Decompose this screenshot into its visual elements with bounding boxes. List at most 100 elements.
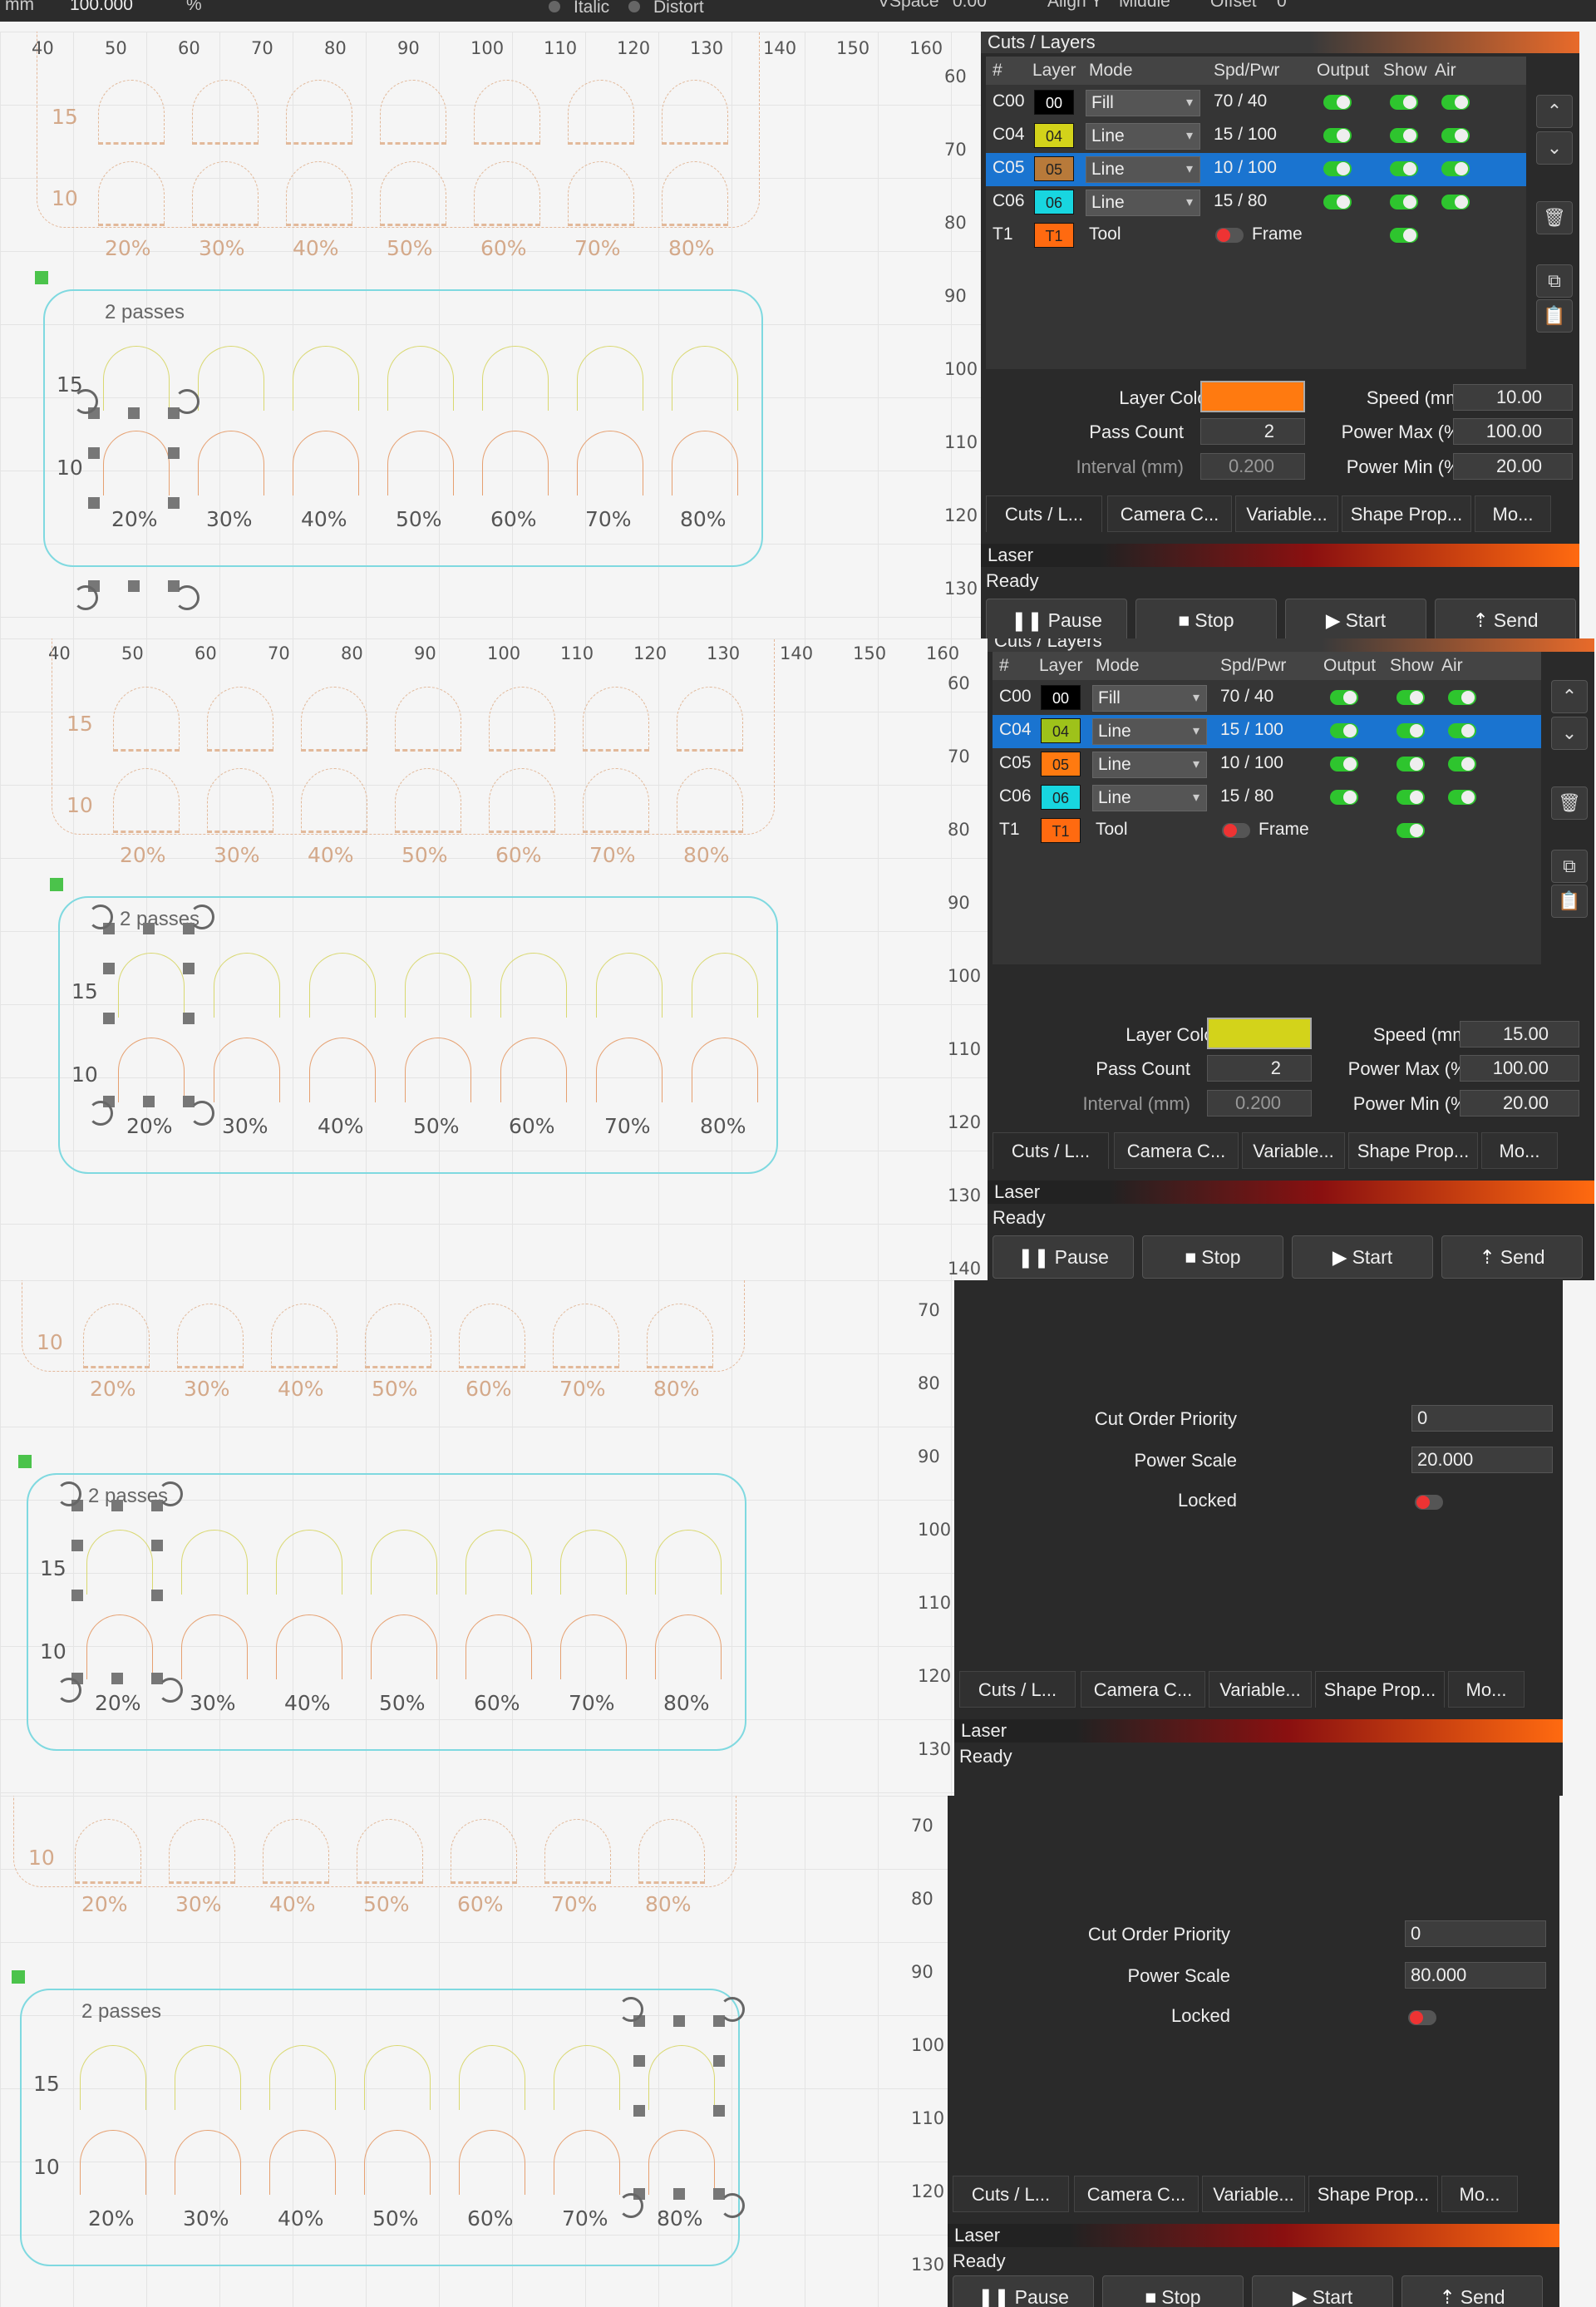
pause-button[interactable]: ❚❚ Pause: [953, 2275, 1094, 2307]
tool-color-swatch[interactable]: T1: [1041, 818, 1081, 843]
show-toggle[interactable]: [1396, 690, 1425, 705]
selection-handle[interactable]: [183, 963, 195, 974]
italic-toggle[interactable]: [549, 1, 560, 12]
output-toggle[interactable]: [1323, 195, 1352, 210]
faded-group[interactable]: [22, 1280, 745, 1372]
power_min-input[interactable]: 20.00: [1460, 1090, 1579, 1117]
selection-handle[interactable]: [143, 923, 155, 934]
cut-order-input[interactable]: 0: [1405, 1920, 1546, 1947]
cell-15pct[interactable]: [405, 953, 471, 1018]
speed-input[interactable]: 15.00: [1460, 1021, 1579, 1048]
down-arrow-icon[interactable]: ⌄: [1536, 131, 1573, 165]
air-toggle[interactable]: [1441, 195, 1470, 210]
layer-row[interactable]: C00 00 Fill 70 / 40: [986, 86, 1526, 120]
cell-15pct[interactable]: [309, 953, 376, 1018]
cell-15pct[interactable]: [371, 1530, 437, 1595]
tab-4[interactable]: Mo...: [1448, 1671, 1525, 1708]
tab-0[interactable]: Cuts / L...: [959, 1671, 1076, 1708]
selection-handle[interactable]: [103, 963, 115, 974]
cell-15pct[interactable]: [648, 2045, 715, 2110]
mode-select[interactable]: Fill: [1086, 90, 1200, 116]
trash-icon[interactable]: 🗑: [1536, 201, 1573, 234]
layer-color-swatch[interactable]: 04: [1034, 123, 1074, 148]
send-button[interactable]: ⇡ Send: [1441, 1235, 1583, 1279]
cell-10pct[interactable]: [371, 1614, 437, 1679]
up-arrow-icon[interactable]: ⌃: [1536, 95, 1573, 128]
layer-row[interactable]: C04 04 Line 15 / 100: [986, 120, 1526, 153]
air-toggle[interactable]: [1448, 757, 1476, 771]
cell-10pct[interactable]: [648, 2130, 715, 2195]
stop-button[interactable]: ■ Stop: [1135, 599, 1277, 638]
pause-button[interactable]: ❚❚ Pause: [993, 1235, 1134, 1279]
tool-row[interactable]: T1 T1 Tool Frame: [993, 815, 1541, 848]
cell-15pct[interactable]: [276, 1530, 342, 1595]
selection-handle[interactable]: [143, 1096, 155, 1107]
power_max-input[interactable]: 100.00: [1460, 1055, 1579, 1082]
output-toggle[interactable]: [1330, 723, 1358, 738]
output-toggle[interactable]: [1330, 757, 1358, 771]
tab-1[interactable]: Camera C...: [1114, 1132, 1239, 1169]
selection-handle[interactable]: [151, 1590, 163, 1601]
layer-color-swatch[interactable]: 06: [1041, 785, 1081, 810]
tab-4[interactable]: Mo...: [1481, 1132, 1558, 1169]
cell-10pct[interactable]: [560, 1614, 627, 1679]
cell-10pct[interactable]: [577, 431, 643, 495]
cell-15pct[interactable]: [692, 953, 758, 1018]
interval-input[interactable]: 0.200: [1207, 1090, 1312, 1117]
layer-color-swatch[interactable]: 06: [1034, 190, 1074, 214]
mode-select[interactable]: Line: [1092, 785, 1207, 811]
rotate-handle-icon[interactable]: [73, 389, 98, 414]
tab-4[interactable]: Mo...: [1441, 2176, 1518, 2212]
cell-10pct[interactable]: [103, 431, 170, 495]
tab-0[interactable]: Cuts / L...: [993, 1132, 1109, 1169]
cell-15pct[interactable]: [86, 1530, 153, 1595]
cell-15pct[interactable]: [118, 953, 185, 1018]
cell-15pct[interactable]: [655, 1530, 722, 1595]
pause-button[interactable]: ❚❚ Pause: [986, 599, 1127, 638]
layer-row[interactable]: C04 04 Line 15 / 100: [993, 715, 1541, 748]
selection-handle[interactable]: [673, 2015, 685, 2027]
cell-15pct[interactable]: [181, 1530, 248, 1595]
tab-1[interactable]: Camera C...: [1081, 1671, 1205, 1708]
paste-icon[interactable]: 📋: [1536, 299, 1573, 333]
power_max-input[interactable]: 100.00: [1453, 418, 1573, 445]
air-toggle[interactable]: [1441, 161, 1470, 176]
show-toggle[interactable]: [1390, 161, 1418, 176]
layer-color-picker[interactable]: [1200, 381, 1305, 412]
output-toggle[interactable]: [1323, 128, 1352, 143]
mode-select[interactable]: Line: [1086, 190, 1200, 216]
cell-10pct[interactable]: [596, 1038, 663, 1102]
cell-10pct[interactable]: [466, 1614, 532, 1679]
selection-handle[interactable]: [103, 1013, 115, 1024]
rotate-handle-icon[interactable]: [158, 1678, 183, 1703]
rotate-handle-icon[interactable]: [73, 585, 98, 610]
cell-15pct[interactable]: [293, 346, 359, 411]
cell-10pct[interactable]: [175, 2130, 241, 2195]
frame-toggle[interactable]: [1215, 228, 1244, 243]
vspace-input[interactable]: 0.00: [953, 0, 987, 11]
cell-10pct[interactable]: [269, 2130, 336, 2195]
tab-1[interactable]: Camera C...: [1107, 495, 1232, 532]
cell-10pct[interactable]: [293, 431, 359, 495]
locked-toggle[interactable]: [1415, 1495, 1443, 1510]
down-arrow-icon[interactable]: ⌄: [1551, 717, 1588, 750]
design-canvas[interactable]: 40 50 60 70 80 90 100 110 120 130 140 150 160 60 70 80 9…: [0, 638, 988, 1280]
speed-input[interactable]: 10.00: [1453, 384, 1573, 411]
rotate-handle-icon[interactable]: [190, 1101, 214, 1126]
cell-15pct[interactable]: [560, 1530, 627, 1595]
cell-15pct[interactable]: [596, 953, 663, 1018]
tab-0[interactable]: Cuts / L...: [986, 495, 1102, 532]
rotate-handle-icon[interactable]: [618, 2193, 643, 2218]
selection-handle[interactable]: [88, 497, 100, 509]
selection-handle[interactable]: [168, 407, 180, 419]
cell-10pct[interactable]: [80, 2130, 146, 2195]
air-toggle[interactable]: [1448, 690, 1476, 705]
air-toggle[interactable]: [1448, 723, 1476, 738]
cell-10pct[interactable]: [276, 1614, 342, 1679]
selection-handle[interactable]: [71, 1540, 83, 1551]
unit-select[interactable]: mm: [5, 0, 34, 14]
copy-icon[interactable]: ⧉: [1536, 264, 1573, 298]
selection-handle[interactable]: [183, 1013, 195, 1024]
rotate-handle-icon[interactable]: [720, 1997, 745, 2022]
mode-select[interactable]: Line: [1086, 156, 1200, 183]
